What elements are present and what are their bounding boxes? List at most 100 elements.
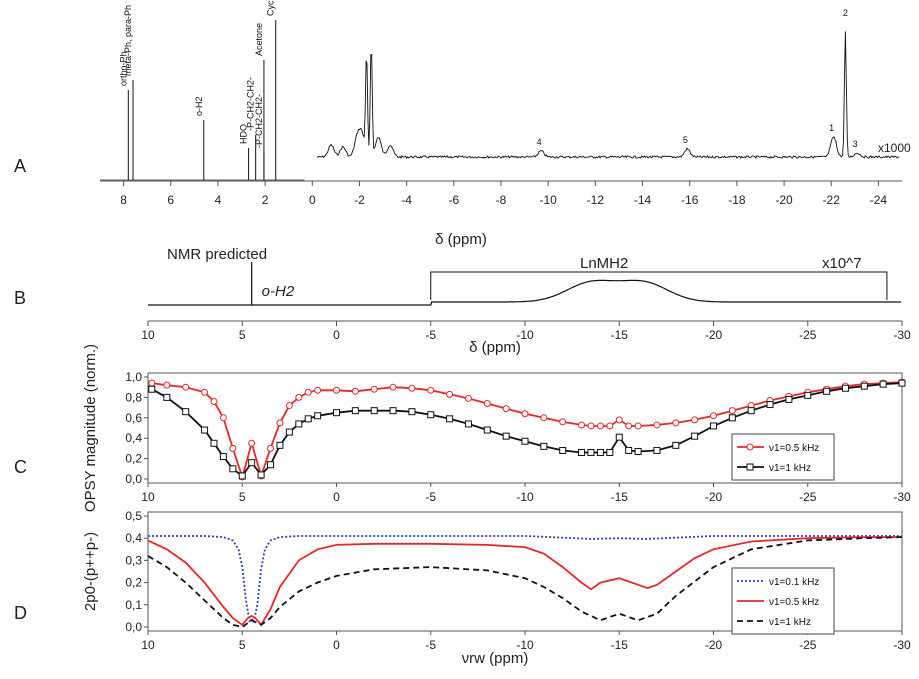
series-point — [219, 414, 227, 422]
series-point — [578, 421, 586, 429]
legend-label: ν1=0.5 kHz — [769, 443, 819, 454]
series-point — [898, 379, 906, 387]
series-point — [276, 419, 284, 427]
series-point — [559, 418, 567, 426]
panel-c-xtick-label: -15 — [611, 490, 629, 504]
series-point — [285, 428, 293, 436]
series-point — [483, 426, 491, 434]
series-point — [314, 386, 322, 394]
legend-marker — [746, 463, 754, 471]
panel-c-ytick-label: 0,0 — [125, 472, 142, 486]
panel-c-y-label: OPSY magnitude (norm.) — [82, 344, 99, 512]
panel-b-spectrum — [148, 279, 902, 306]
panel-d: D 10 5 0 -5 -10 -15 -20 -25 -30 0,0 0,1 0,2 0,3 0,4 0,5… — [14, 509, 911, 667]
panel-a-tick-label: -22 — [823, 193, 841, 207]
panel-d-ytick-label: 0,1 — [125, 598, 142, 612]
series-point — [710, 422, 717, 430]
series-point — [351, 407, 359, 415]
panel-d-xtick-label: 10 — [141, 638, 155, 652]
series-point — [446, 415, 454, 423]
series-point — [201, 388, 209, 396]
panel-b-tick-label: -25 — [799, 328, 817, 342]
series-point — [210, 397, 218, 405]
panel-a-peak-number: 4 — [537, 137, 542, 147]
panel-c-ytick-label: 0,6 — [125, 411, 142, 425]
series-point — [653, 421, 661, 429]
series-point — [587, 448, 595, 456]
series-point — [540, 414, 548, 422]
panel-c-xtick-label: 10 — [141, 490, 155, 504]
panel-d-ytick-label: 0,5 — [125, 509, 142, 523]
legend-label: ν1=0.1 kHz — [769, 577, 819, 588]
series-point — [606, 422, 614, 430]
series-point — [728, 414, 736, 422]
panel-b-tick-label: -15 — [611, 328, 629, 342]
panel-d-xtick-label: -30 — [893, 638, 911, 652]
legend-label: ν1=1 kHz — [769, 617, 811, 628]
series-point — [464, 420, 472, 428]
panel-a-tick-label: -8 — [496, 193, 507, 207]
series-point — [408, 408, 416, 416]
series-point — [559, 446, 567, 454]
series-point — [502, 405, 510, 413]
panel-c-xtick-label: -5 — [425, 490, 436, 504]
series-point — [691, 432, 699, 440]
panel-a-tick-label: -6 — [448, 193, 459, 207]
panel-letter-d: D — [14, 603, 27, 623]
series-point — [314, 412, 322, 420]
panel-a-right-spectrum — [316, 31, 900, 160]
series-point — [304, 388, 312, 396]
series-point — [238, 472, 246, 480]
panel-b-x-label: δ (ppm) — [469, 339, 521, 356]
panel-d-ytick-label: 0,2 — [125, 576, 142, 590]
series-point — [427, 386, 435, 394]
panel-c-xtick-label: -30 — [893, 490, 911, 504]
series-point — [219, 453, 227, 461]
series-point — [295, 393, 303, 401]
series-point — [464, 394, 472, 402]
series-point — [766, 401, 774, 409]
panel-d-y-label: 2p0-(p++p-) — [82, 532, 99, 611]
panel-a-peak-label: HDO — [239, 124, 249, 144]
series-point — [653, 446, 661, 454]
series-point — [276, 441, 284, 449]
series-line — [147, 536, 902, 627]
panel-a-tick-label: -16 — [681, 193, 699, 207]
panel-a-tick-label: -12 — [587, 193, 605, 207]
legend-label: ν1=0.5 kHz — [769, 597, 819, 608]
panel-a-tick-label: -14 — [634, 193, 652, 207]
panel-a-peak-number: 2 — [843, 8, 848, 18]
series-point — [879, 380, 887, 388]
series-point — [148, 385, 156, 393]
panel-a-tick-label: 6 — [167, 193, 174, 207]
series-point — [304, 415, 312, 423]
series-point — [248, 439, 256, 447]
series-point — [229, 444, 237, 452]
series-point — [267, 444, 275, 452]
series-point — [615, 416, 623, 424]
panel-c-ytick-label: 0,8 — [125, 390, 142, 404]
panel-d-xtick-label: -15 — [611, 638, 629, 652]
panel-a-tick-label: -2 — [354, 193, 365, 207]
series-point — [521, 410, 529, 418]
panel-a-peak-label: meta-Ph, para-Ph — [123, 5, 133, 76]
panel-a-peak-label: o-H2 — [194, 96, 204, 116]
series-point — [587, 422, 595, 430]
panel-letter-b: B — [14, 288, 26, 308]
panel-d-xtick-label: -5 — [425, 638, 436, 652]
series-point — [672, 441, 680, 449]
panel-d-xtick-label: -10 — [516, 638, 534, 652]
panel-c-xtick-label: 0 — [333, 490, 340, 504]
series-point — [248, 459, 256, 467]
panel-c-ytick-label: 1,0 — [125, 370, 142, 384]
series-point — [691, 416, 699, 424]
panel-a-tick-label: 2 — [262, 193, 269, 207]
panel-d-xtick-label: 0 — [333, 638, 340, 652]
series-point — [295, 420, 303, 428]
panel-c-xtick-label: -25 — [799, 490, 817, 504]
series-point — [285, 402, 293, 410]
panel-d-ytick-label: 0,0 — [125, 620, 142, 634]
panel-b-tick-label: 10 — [141, 328, 155, 342]
panel-c-xtick-label: -10 — [516, 490, 534, 504]
panel-b-bracket — [430, 271, 888, 300]
